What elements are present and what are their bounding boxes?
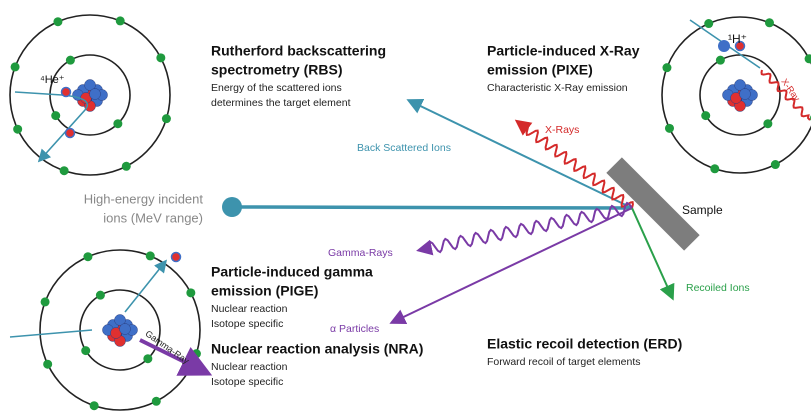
electron [83, 252, 93, 262]
electron [701, 111, 711, 121]
pixe-desc: Characteristic X-Ray emission [487, 82, 628, 94]
electron [65, 55, 75, 65]
pixe-title: emission (PIXE) [487, 62, 593, 78]
alpha-arrow [389, 207, 633, 325]
electron [43, 359, 53, 369]
sample [606, 157, 700, 251]
electron [764, 18, 774, 28]
x-rays-label: X-Rays [545, 124, 579, 136]
electron [89, 401, 99, 411]
electron [770, 160, 780, 170]
rbs-title: Rutherford backscattering [211, 43, 386, 59]
pige-title: emission (PIGE) [211, 283, 318, 299]
nucleon [739, 88, 751, 100]
electron [156, 53, 166, 63]
ion-path [9, 329, 93, 338]
nucleon [89, 88, 101, 100]
gamma-label: Gamma-Rays [328, 247, 393, 259]
gamma-ray [139, 338, 213, 376]
electron [95, 290, 105, 300]
nra-desc: Isotope specific [211, 376, 283, 388]
nucleon [114, 314, 126, 326]
orbit [661, 16, 811, 174]
electron [161, 114, 171, 124]
electron [143, 354, 153, 364]
orbit [39, 249, 201, 411]
ion [170, 251, 182, 263]
nucleon [734, 79, 746, 91]
orbit [9, 14, 171, 176]
erd-title: Elastic recoil detection (ERD) [487, 336, 682, 352]
electron [763, 119, 773, 129]
electron [115, 16, 125, 26]
nucleon [84, 79, 96, 91]
incident-label: High-energy incident [84, 191, 204, 206]
ion [734, 40, 746, 52]
electron [10, 62, 20, 72]
ion-path [124, 259, 167, 313]
electron [145, 251, 155, 261]
erd-desc: Forward recoil of target elements [487, 356, 640, 368]
nucleon [119, 323, 131, 335]
electron [59, 166, 69, 176]
rbs-title: spectrometry (RBS) [211, 62, 342, 78]
pige-desc: Nuclear reaction [211, 303, 288, 315]
electron [191, 349, 201, 359]
rbs-desc: determines the target element [211, 97, 351, 109]
recoil-arrow [631, 207, 675, 301]
incident-label: ions (MeV range) [103, 210, 203, 225]
electron [121, 161, 131, 171]
recoil-label: Recoiled Ions [686, 282, 750, 294]
incident-beam [231, 205, 633, 210]
nra-title: Nuclear reaction analysis (NRA) [211, 341, 423, 357]
electron [40, 297, 50, 307]
electron [704, 19, 714, 29]
alpha-label: α Particles [330, 323, 379, 335]
electron [13, 124, 23, 134]
electron [710, 164, 720, 174]
electron [151, 396, 161, 406]
electron [113, 119, 123, 129]
electron [81, 346, 91, 356]
electron [51, 111, 61, 121]
electron [804, 54, 811, 64]
x-ray-wave [514, 119, 634, 209]
electron [664, 123, 674, 133]
electron [53, 17, 63, 27]
electron [662, 63, 672, 73]
gamma-wave [416, 201, 633, 256]
helium-label: ⁴He⁺ [40, 74, 65, 86]
pixe-title: Particle-induced X-Ray [487, 43, 640, 59]
sample-label: Sample [682, 203, 723, 217]
proton [718, 40, 730, 52]
incident-ion [222, 197, 242, 217]
electron [715, 55, 725, 65]
ion [64, 127, 76, 139]
pige-title: Particle-induced gamma [211, 264, 373, 280]
backscatter-arrow [406, 99, 633, 209]
electron [186, 288, 196, 298]
x-ray [760, 69, 811, 121]
atoms [9, 14, 811, 411]
ion [60, 86, 72, 98]
hydrogen-label: ¹H⁺ [728, 32, 747, 46]
backscatter-label: Back Scattered Ions [357, 142, 451, 154]
rbs-desc: Energy of the scattered ions [211, 82, 342, 94]
nra-desc: Nuclear reaction [211, 361, 288, 373]
pige-desc: Isotope specific [211, 318, 283, 330]
orbit [79, 289, 161, 371]
